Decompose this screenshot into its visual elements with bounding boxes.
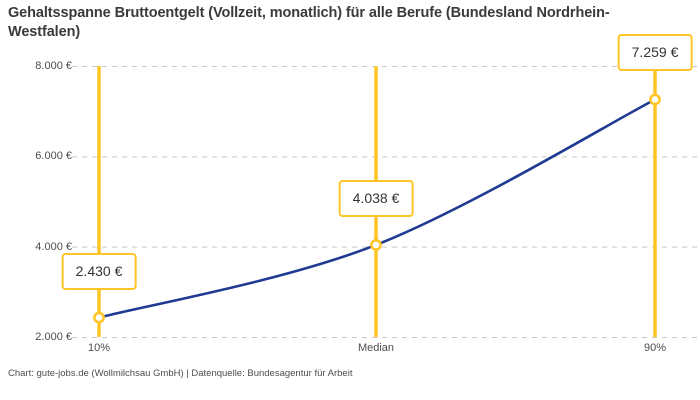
data-point-marker-2[interactable] bbox=[649, 93, 661, 106]
x-tick-label-1: Median bbox=[357, 342, 395, 354]
data-label-callout-1: 4.038 € bbox=[338, 179, 414, 217]
gridlines bbox=[72, 66, 698, 338]
chart-title: Gehaltsspanne Bruttoentgelt (Vollzeit, m… bbox=[8, 5, 610, 40]
y-tick-label-2: 4.000 € bbox=[35, 240, 72, 253]
y-tick-label-1: 6.000 € bbox=[35, 150, 72, 163]
data-point-markers bbox=[93, 93, 661, 324]
data-point-marker-1[interactable] bbox=[370, 239, 382, 251]
chart-footer-credit: Chart: gute-jobs.de (Wollmilchsau GmbH) … bbox=[8, 368, 353, 379]
x-tick-label-0: 10% bbox=[87, 342, 111, 354]
x-tick-label-2: 90% bbox=[643, 342, 667, 354]
y-tick-label-0: 8.000 € bbox=[35, 60, 72, 72]
data-label-callout-2: 7.259 € bbox=[617, 34, 693, 72]
y-axis-labels: 8.000 € 6.000 € 4.000 € 2.000 € bbox=[6, 0, 72, 400]
data-label-callout-0: 2.430 € bbox=[61, 252, 137, 290]
y-tick-label-3: 2.000 € bbox=[35, 331, 72, 343]
data-point-marker-0[interactable] bbox=[93, 311, 105, 324]
